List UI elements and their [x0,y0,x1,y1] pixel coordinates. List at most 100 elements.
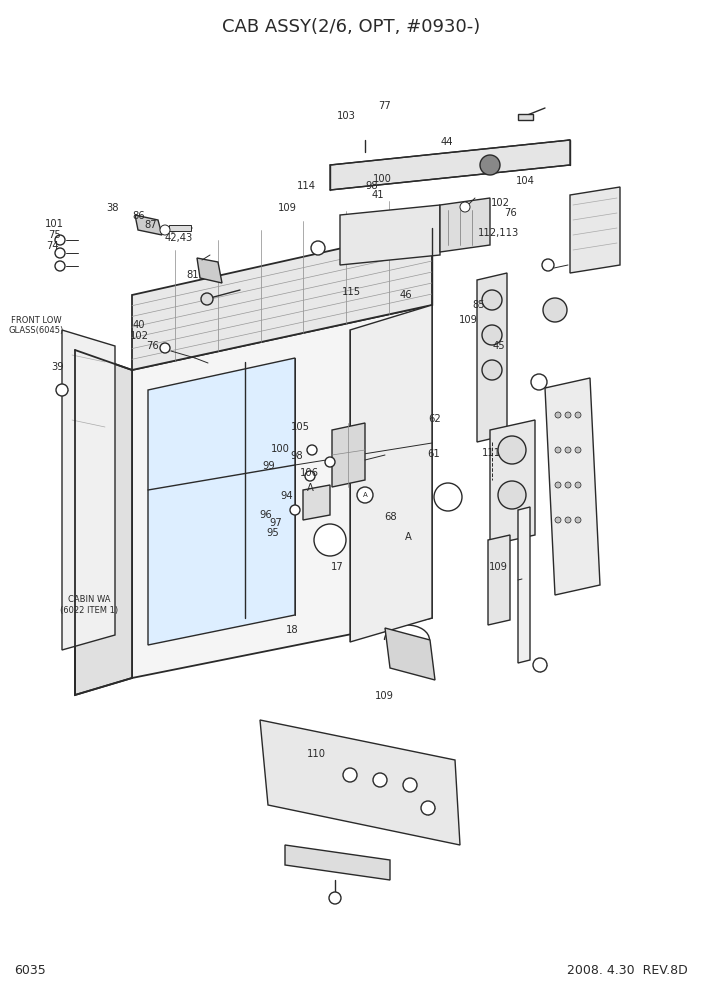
Circle shape [305,471,315,481]
Text: 76: 76 [505,208,517,218]
Circle shape [434,483,462,511]
Text: 46: 46 [399,290,412,300]
Text: 100: 100 [373,174,392,184]
Polygon shape [340,205,440,265]
Circle shape [290,505,300,515]
Circle shape [565,517,571,523]
Polygon shape [197,258,222,283]
Circle shape [555,482,561,488]
Text: 86: 86 [132,211,145,221]
Polygon shape [385,628,435,680]
Circle shape [325,457,335,467]
Text: 100: 100 [272,444,290,454]
Circle shape [307,445,317,455]
Polygon shape [332,423,365,487]
Polygon shape [440,198,490,252]
Text: 111: 111 [482,448,501,458]
Circle shape [343,768,357,782]
Text: 98: 98 [366,182,378,191]
Text: FRONT LOW
GLASS(6045): FRONT LOW GLASS(6045) [9,315,64,335]
Circle shape [575,482,581,488]
Text: 94: 94 [280,491,293,501]
Text: 41: 41 [371,190,384,200]
Text: 103: 103 [338,111,356,121]
Circle shape [403,778,417,792]
Text: 109: 109 [489,562,508,572]
Bar [169,225,191,231]
Text: 112,113: 112,113 [478,228,519,238]
Circle shape [373,773,387,787]
Circle shape [201,293,213,305]
Circle shape [533,658,547,672]
Circle shape [542,259,554,271]
Polygon shape [518,507,530,663]
Circle shape [543,298,567,322]
Text: 2008. 4.30  REV.8D: 2008. 4.30 REV.8D [567,963,688,976]
Text: 104: 104 [516,176,534,186]
Circle shape [555,517,561,523]
Text: 95: 95 [266,528,279,538]
Text: 61: 61 [428,449,440,459]
Text: 101: 101 [45,219,65,229]
Text: 62: 62 [428,414,441,424]
Text: A: A [363,492,367,498]
Text: 87: 87 [145,220,157,230]
Polygon shape [135,215,162,235]
Text: A: A [307,483,314,493]
Circle shape [498,481,526,509]
Polygon shape [545,378,600,595]
Circle shape [480,155,500,175]
Circle shape [160,225,170,235]
Circle shape [531,374,547,390]
Bar [518,114,533,120]
Circle shape [575,447,581,453]
Text: 114: 114 [296,182,316,191]
Circle shape [314,524,346,556]
Text: 76: 76 [146,341,159,351]
Polygon shape [303,485,330,520]
Text: 81: 81 [187,270,199,280]
Polygon shape [490,420,535,545]
Circle shape [555,412,561,418]
Text: 109: 109 [278,203,298,213]
Polygon shape [570,187,620,273]
Text: 102: 102 [129,331,149,341]
Text: 106: 106 [299,468,319,478]
Circle shape [460,202,470,212]
Circle shape [56,384,68,396]
Polygon shape [477,273,507,442]
Polygon shape [132,228,432,370]
Polygon shape [350,305,432,642]
Text: 40: 40 [133,320,145,330]
Text: 18: 18 [286,625,298,635]
Text: 85: 85 [472,300,485,310]
Text: 96: 96 [259,510,272,520]
Circle shape [482,325,502,345]
Circle shape [55,248,65,258]
Circle shape [565,447,571,453]
Text: CABIN WA
(6022 ITEM 1): CABIN WA (6022 ITEM 1) [60,595,118,615]
Text: 39: 39 [51,362,64,372]
Polygon shape [62,330,115,650]
Circle shape [482,290,502,310]
Circle shape [329,892,341,904]
Text: 45: 45 [492,341,505,351]
Text: A: A [405,532,412,542]
Polygon shape [148,358,295,645]
Circle shape [55,235,65,245]
Circle shape [575,517,581,523]
Text: 6035: 6035 [14,963,46,976]
Text: 77: 77 [378,101,391,111]
Circle shape [421,801,435,815]
Circle shape [575,412,581,418]
Polygon shape [330,140,570,190]
Text: 110: 110 [306,749,326,759]
Circle shape [312,242,324,254]
Text: 38: 38 [106,203,119,213]
Circle shape [160,343,170,353]
Polygon shape [132,305,432,678]
Circle shape [498,436,526,464]
Circle shape [565,412,571,418]
Text: 97: 97 [270,518,282,528]
Circle shape [482,360,502,380]
